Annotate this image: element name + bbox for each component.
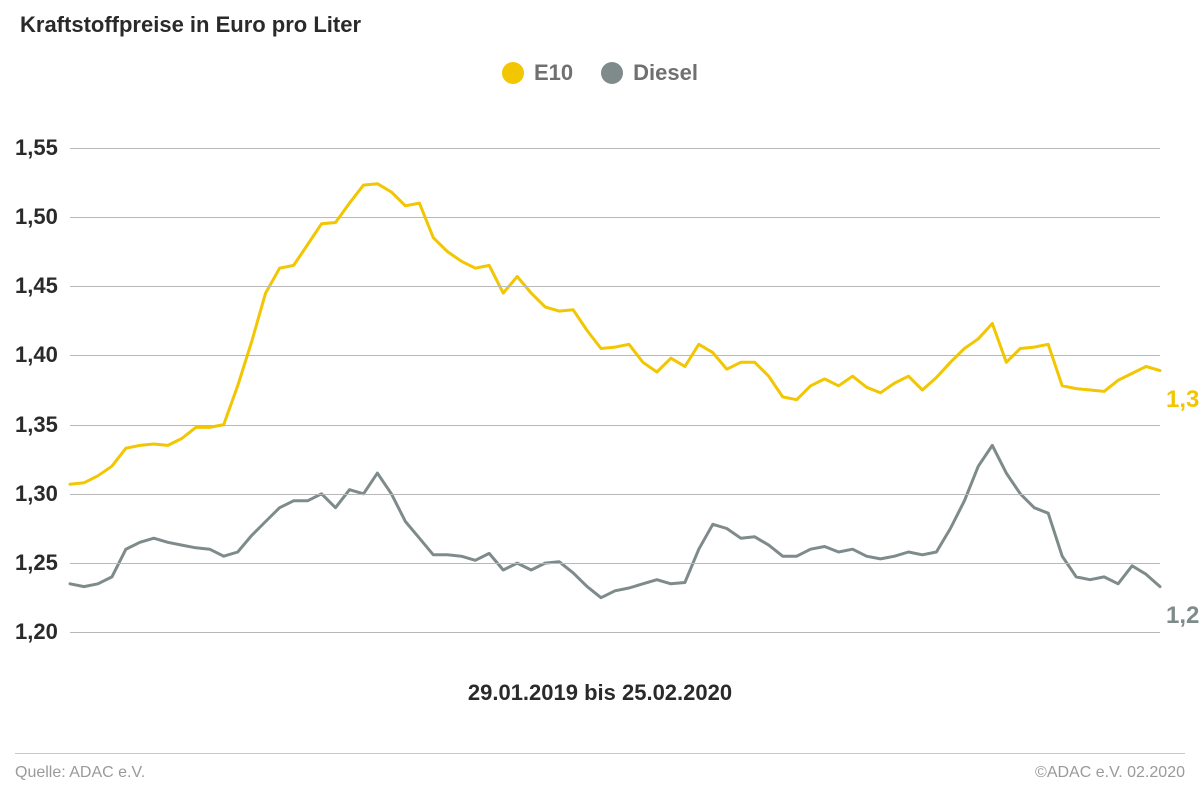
- chart-container: Kraftstoffpreise in Euro pro Liter E10 D…: [0, 0, 1200, 800]
- legend-label-diesel: Diesel: [633, 60, 698, 86]
- legend-dot-diesel: [601, 62, 623, 84]
- y-tick-label: 1,45: [15, 273, 65, 299]
- y-tick-label: 1,50: [15, 204, 65, 230]
- gridline: [70, 148, 1160, 149]
- y-tick-label: 1,25: [15, 550, 65, 576]
- legend-item-e10: E10: [502, 60, 573, 86]
- gridline: [70, 563, 1160, 564]
- gridline: [70, 632, 1160, 633]
- legend: E10 Diesel: [0, 60, 1200, 86]
- footer-source: Quelle: ADAC e.V.: [15, 764, 145, 782]
- y-tick-label: 1,55: [15, 135, 65, 161]
- lines-svg: [70, 120, 1160, 660]
- gridline: [70, 494, 1160, 495]
- series-line: [70, 445, 1160, 597]
- footer-copyright: ©ADAC e.V. 02.2020: [1035, 764, 1185, 782]
- gridline: [70, 425, 1160, 426]
- footer: Quelle: ADAC e.V. ©ADAC e.V. 02.2020: [15, 753, 1185, 782]
- series-end-label: 1,389: [1166, 386, 1200, 414]
- gridline: [70, 355, 1160, 356]
- legend-dot-e10: [502, 62, 524, 84]
- gridline: [70, 286, 1160, 287]
- legend-label-e10: E10: [534, 60, 573, 86]
- x-axis-caption: 29.01.2019 bis 25.02.2020: [0, 680, 1200, 706]
- y-tick-label: 1,20: [15, 619, 65, 645]
- gridline: [70, 217, 1160, 218]
- y-tick-label: 1,40: [15, 342, 65, 368]
- series-end-label: 1,233: [1166, 602, 1200, 630]
- y-tick-label: 1,30: [15, 481, 65, 507]
- series-line: [70, 184, 1160, 485]
- chart-title: Kraftstoffpreise in Euro pro Liter: [20, 12, 361, 38]
- legend-item-diesel: Diesel: [601, 60, 698, 86]
- y-tick-label: 1,35: [15, 412, 65, 438]
- plot-area: 1,201,251,301,351,401,451,501,551,3891,2…: [70, 120, 1160, 660]
